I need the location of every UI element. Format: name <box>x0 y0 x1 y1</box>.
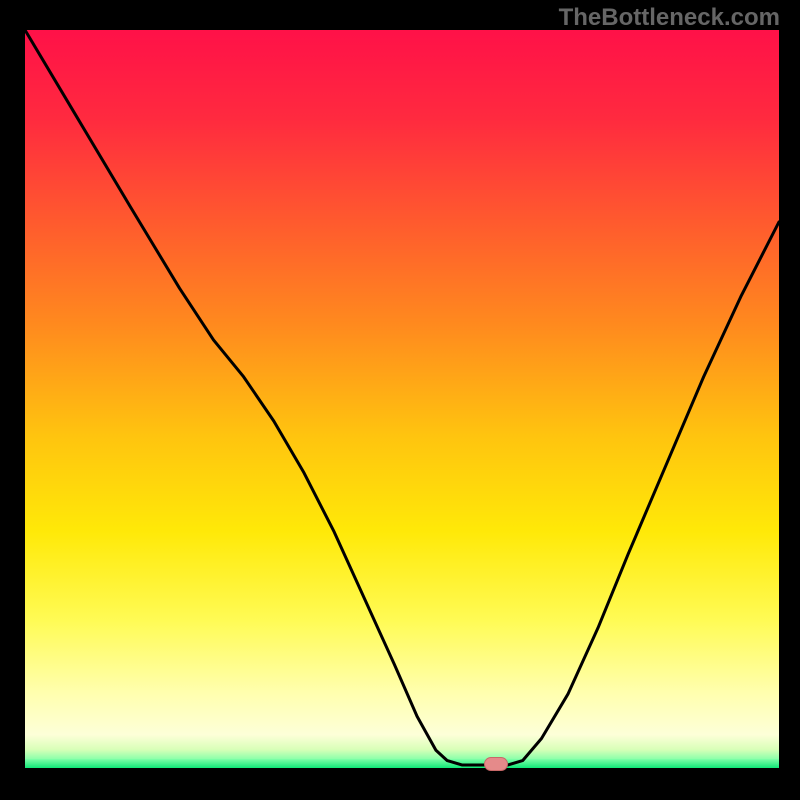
optimal-point-marker <box>484 757 508 771</box>
plot-area <box>25 30 779 768</box>
watermark-text: TheBottleneck.com <box>559 4 780 32</box>
chart-container: TheBottleneck.com <box>0 0 800 800</box>
green-band <box>25 759 779 768</box>
